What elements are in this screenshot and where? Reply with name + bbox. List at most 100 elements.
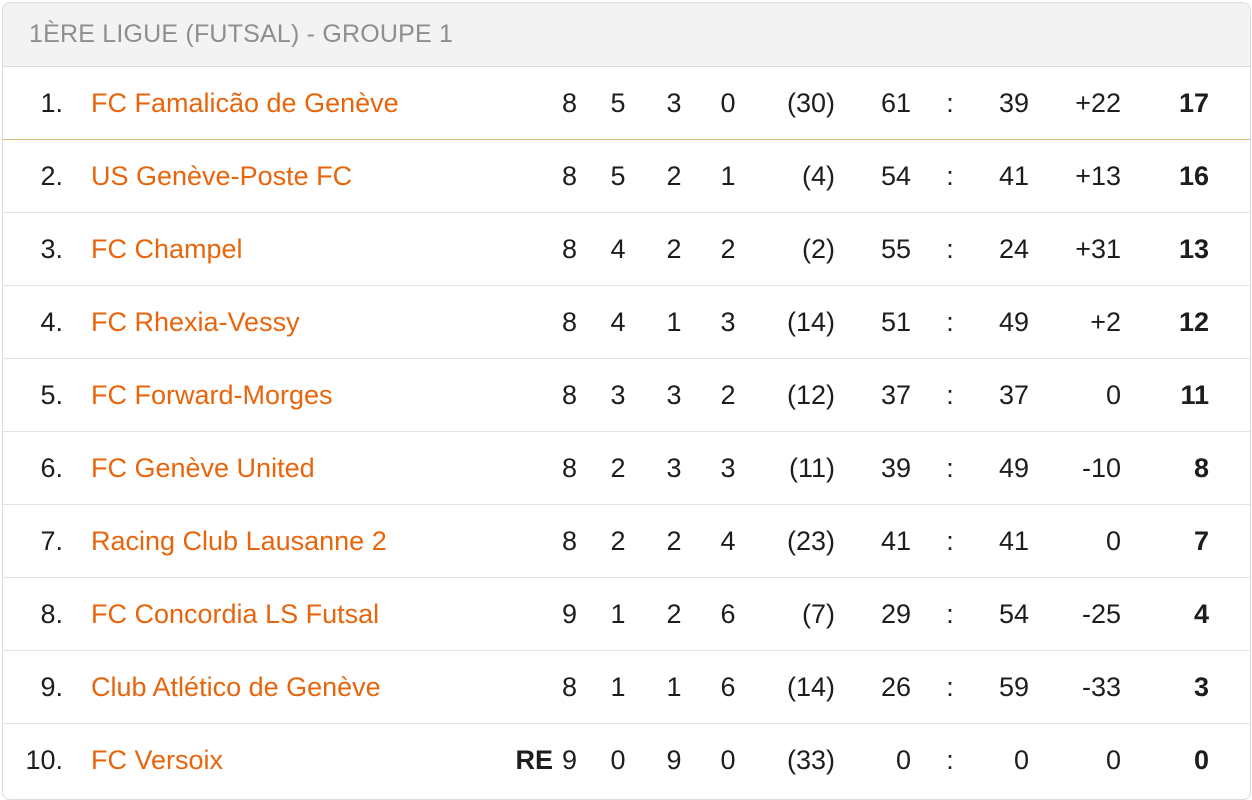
points-cell: 0 bbox=[1193, 745, 1209, 775]
goals-against-cell: 37 bbox=[998, 380, 1029, 410]
team-link[interactable]: FC Famalicão de Genève bbox=[91, 88, 399, 118]
drawn-cell: 1 bbox=[666, 672, 682, 702]
table-row: 4. FC Rhexia-Vessy 8 4 1 3 (14) 51: 49 +2 12 bbox=[3, 286, 1250, 359]
played-cell: 9 bbox=[561, 599, 577, 629]
team-link[interactable]: FC Rhexia-Vessy bbox=[91, 307, 300, 337]
won-cell: 2 bbox=[610, 526, 626, 556]
won-cell: 3 bbox=[610, 380, 626, 410]
points-cell: 7 bbox=[1193, 526, 1209, 556]
points-cell: 3 bbox=[1193, 672, 1209, 702]
goal-diff-cell: +31 bbox=[1075, 234, 1121, 264]
goal-diff-cell: +2 bbox=[1090, 307, 1121, 337]
team-link[interactable]: FC Champel bbox=[91, 234, 243, 264]
played-cell: 8 bbox=[561, 672, 577, 702]
played-cell: 8 bbox=[561, 88, 577, 118]
goals-against-cell: 0 bbox=[1013, 745, 1029, 775]
score-separator: : bbox=[946, 453, 954, 483]
team-link[interactable]: FC Genève United bbox=[91, 453, 315, 483]
fair-play-cell: (14) bbox=[786, 672, 835, 702]
fair-play-cell: (2) bbox=[802, 234, 835, 264]
goal-diff-cell: +22 bbox=[1075, 88, 1121, 118]
team-link[interactable]: US Genève-Poste FC bbox=[91, 161, 353, 191]
won-cell: 1 bbox=[610, 599, 626, 629]
rank-cell: 10. bbox=[25, 745, 63, 775]
team-link[interactable]: FC Versoix bbox=[91, 745, 224, 775]
drawn-cell: 9 bbox=[666, 745, 682, 775]
points-cell: 8 bbox=[1193, 453, 1209, 483]
goal-diff-cell: 0 bbox=[1105, 526, 1121, 556]
score-separator: : bbox=[946, 672, 954, 702]
won-cell: 4 bbox=[610, 234, 626, 264]
drawn-cell: 2 bbox=[666, 526, 682, 556]
rank-cell: 2. bbox=[40, 161, 63, 191]
drawn-cell: 2 bbox=[666, 599, 682, 629]
won-cell: 0 bbox=[610, 745, 626, 775]
goals-against-cell: 54 bbox=[998, 599, 1029, 629]
goal-diff-cell: +13 bbox=[1075, 161, 1121, 191]
drawn-cell: 2 bbox=[666, 161, 682, 191]
team-link[interactable]: Club Atlético de Genève bbox=[91, 672, 381, 702]
team-link[interactable]: Racing Club Lausanne 2 bbox=[91, 526, 387, 556]
goals-for-cell: 0 bbox=[895, 745, 911, 775]
score-separator: : bbox=[946, 234, 954, 264]
score-separator: : bbox=[946, 526, 954, 556]
lost-cell: 6 bbox=[720, 599, 736, 629]
goals-for-cell: 51 bbox=[880, 307, 911, 337]
team-link[interactable]: FC Forward-Morges bbox=[91, 380, 333, 410]
rank-cell: 1. bbox=[40, 88, 63, 118]
drawn-cell: 2 bbox=[666, 234, 682, 264]
rank-cell: 8. bbox=[40, 599, 63, 629]
rank-cell: 3. bbox=[40, 234, 63, 264]
goals-for-cell: 26 bbox=[880, 672, 911, 702]
won-cell: 4 bbox=[610, 307, 626, 337]
goals-for-cell: 41 bbox=[880, 526, 911, 556]
lost-cell: 3 bbox=[720, 453, 736, 483]
table-row: 2. US Genève-Poste FC 8 5 2 1 (4) 54: 41 +13 16 bbox=[3, 140, 1250, 213]
table-row: 1. FC Famalicão de Genève 8 5 3 0 (30) 61: 39 +22… bbox=[3, 67, 1250, 140]
played-cell: 9 bbox=[561, 745, 577, 775]
won-cell: 2 bbox=[610, 453, 626, 483]
played-cell: 8 bbox=[561, 526, 577, 556]
lost-cell: 6 bbox=[720, 672, 736, 702]
points-cell: 12 bbox=[1178, 307, 1209, 337]
fair-play-cell: (7) bbox=[802, 599, 835, 629]
drawn-cell: 3 bbox=[666, 453, 682, 483]
goal-diff-cell: 0 bbox=[1105, 380, 1121, 410]
goal-diff-cell: -33 bbox=[1081, 672, 1121, 702]
goals-against-cell: 41 bbox=[998, 161, 1029, 191]
standings-table: 1. FC Famalicão de Genève 8 5 3 0 (30) 61:39 +22… bbox=[3, 67, 1250, 797]
table-row: 6. FC Genève United 8 2 3 3 (11) 39: 49 -10 8 bbox=[3, 432, 1250, 505]
score-separator: : bbox=[946, 745, 954, 775]
team-link[interactable]: FC Concordia LS Futsal bbox=[91, 599, 380, 629]
goals-for-cell: 61 bbox=[880, 88, 911, 118]
goals-against-cell: 39 bbox=[998, 88, 1029, 118]
goal-diff-cell: -25 bbox=[1081, 599, 1121, 629]
rank-cell: 5. bbox=[40, 380, 63, 410]
table-row: 8. FC Concordia LS Futsal 9 1 2 6 (7) 29: 54 -25 4 bbox=[3, 578, 1250, 651]
fair-play-cell: (30) bbox=[786, 88, 835, 118]
goals-for-cell: 37 bbox=[880, 380, 911, 410]
goal-diff-cell: 0 bbox=[1105, 745, 1121, 775]
goal-diff-cell: -10 bbox=[1081, 453, 1121, 483]
goals-against-cell: 49 bbox=[998, 453, 1029, 483]
drawn-cell: 1 bbox=[666, 307, 682, 337]
played-cell: 8 bbox=[561, 161, 577, 191]
goals-for-cell: 55 bbox=[880, 234, 911, 264]
goals-against-cell: 49 bbox=[998, 307, 1029, 337]
table-row: 5. FC Forward-Morges 8 3 3 2 (12) 37: 37 0 11 bbox=[3, 359, 1250, 432]
rank-cell: 6. bbox=[40, 453, 63, 483]
lost-cell: 4 bbox=[720, 526, 736, 556]
played-cell: 8 bbox=[561, 453, 577, 483]
fair-play-cell: (4) bbox=[802, 161, 835, 191]
table-row: 7. Racing Club Lausanne 2 8 2 2 4 (23) 41: 41 0 7 bbox=[3, 505, 1250, 578]
points-cell: 4 bbox=[1193, 599, 1209, 629]
fair-play-cell: (23) bbox=[786, 526, 835, 556]
rank-cell: 7. bbox=[40, 526, 63, 556]
fair-play-cell: (11) bbox=[788, 453, 835, 483]
played-cell: 8 bbox=[561, 234, 577, 264]
score-separator: : bbox=[946, 307, 954, 337]
rank-cell: 4. bbox=[40, 307, 63, 337]
lost-cell: 2 bbox=[720, 380, 736, 410]
won-cell: 5 bbox=[610, 161, 626, 191]
drawn-cell: 3 bbox=[666, 380, 682, 410]
